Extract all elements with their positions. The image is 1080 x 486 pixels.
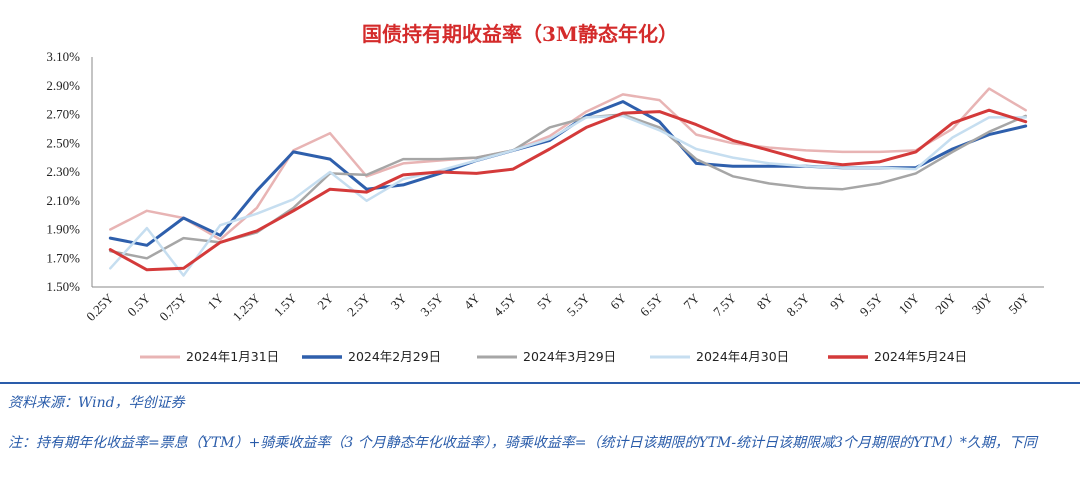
series-line-3 xyxy=(109,113,1027,260)
x-tick-label: 7.5Y xyxy=(710,290,739,319)
y-tick-label: 1.50% xyxy=(46,279,80,294)
series-line-5 xyxy=(108,108,1028,272)
y-tick-label: 2.50% xyxy=(46,135,80,150)
y-tick-label: 2.10% xyxy=(46,193,80,208)
y-tick-label: 2.70% xyxy=(46,107,80,122)
legend-label: 2024年5月24日 xyxy=(874,349,967,364)
x-tick-label: 4.5Y xyxy=(490,290,519,319)
y-tick-label: 1.70% xyxy=(46,250,80,265)
x-tick-label: 0.75Y xyxy=(156,290,190,324)
y-tick-label: 2.30% xyxy=(46,164,80,179)
x-tick-label: 6.5Y xyxy=(637,290,666,319)
legend-label: 2024年1月31日 xyxy=(186,349,279,364)
x-tick-label: 8Y xyxy=(754,290,776,312)
x-tick-label: 2Y xyxy=(314,290,336,312)
chart-area: 国债持有期收益率（3M静态年化） 1.50% 1.70% 1.90% 2.10% 2.30… xyxy=(46,22,1044,364)
x-tick-label: 1.25Y xyxy=(230,290,264,324)
x-tick-label: 4Y xyxy=(461,290,483,312)
x-tick-label: 20Y xyxy=(932,290,959,317)
x-tick-label: 5.5Y xyxy=(564,290,593,319)
x-tick-label: 9Y xyxy=(827,290,849,312)
legend-label: 2024年2月29日 xyxy=(348,349,441,364)
x-tick-label: 10Y xyxy=(896,290,923,317)
x-tick-label: 3.5Y xyxy=(417,290,446,319)
x-tick-label: 0.5Y xyxy=(124,290,153,319)
x-tick-label: 7Y xyxy=(680,290,702,312)
x-tick-label: 6Y xyxy=(607,290,629,312)
x-tick-label: 8.5Y xyxy=(783,290,812,319)
x-tick-label: 50Y xyxy=(1005,290,1032,317)
y-tick-label: 3.10% xyxy=(46,49,80,64)
chart-title: 国债持有期收益率（3M静态年化） xyxy=(362,22,678,46)
x-tick-label: 3Y xyxy=(388,290,410,312)
source-note: 资料来源：Wind，华创证券 xyxy=(8,395,185,411)
x-tick-label: 0.25Y xyxy=(83,290,117,324)
x-tick-label: 2.5Y xyxy=(344,290,373,319)
legend-label: 2024年3月29日 xyxy=(523,349,616,364)
y-tick-label: 2.90% xyxy=(46,78,80,93)
x-tick-label: 1.5Y xyxy=(271,290,300,319)
x-tick-label: 30Y xyxy=(969,290,996,317)
divider-line xyxy=(0,382,1080,384)
series-line-1 xyxy=(109,87,1027,241)
x-tick-label: 1Y xyxy=(204,290,226,312)
legend-label: 2024年4月30日 xyxy=(696,349,789,364)
x-tick-label: 9.5Y xyxy=(857,290,886,319)
yield-line-chart: 国债持有期收益率（3M静态年化） 1.50% 1.70% 1.90% 2.10% 2.30… xyxy=(46,22,1044,364)
footnote: 注：持有期年化收益率=票息（YTM）+骑乘收益率（3 个月静态年化收益率），骑乘… xyxy=(8,435,1037,451)
series-line-4 xyxy=(109,114,1027,277)
y-tick-label: 1.90% xyxy=(46,222,80,237)
x-tick-label: 5Y xyxy=(534,290,556,312)
